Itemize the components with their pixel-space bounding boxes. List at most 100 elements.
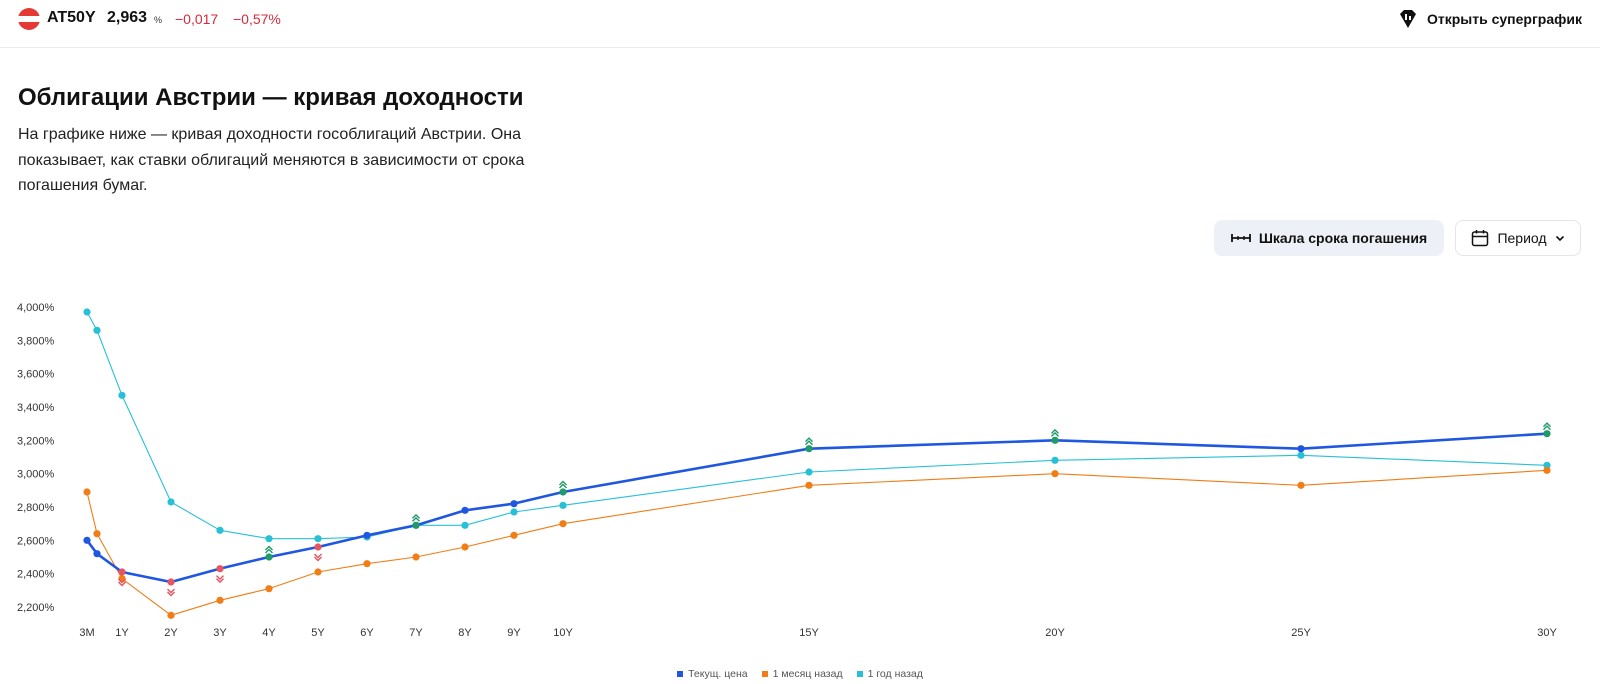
change-down-icon: [118, 581, 126, 587]
open-superchart-button[interactable]: Открыть суперграфик: [1397, 6, 1582, 32]
data-point-current: [1543, 430, 1551, 438]
y-tick-label: 2,800%: [17, 502, 55, 514]
data-point-current: [461, 506, 469, 514]
legend-item[interactable]: 1 месяц назад: [761, 666, 843, 682]
x-tick-label: 4Y: [262, 627, 276, 639]
x-tick-label: 3M: [79, 627, 94, 639]
series-line-current: [85, 432, 1549, 584]
change-up-icon: [1543, 425, 1551, 431]
change-up-icon: [559, 483, 567, 489]
data-point-current: [510, 500, 518, 508]
data-point-month: [559, 520, 567, 528]
maturity-scale-button[interactable]: Шкала срока погашения: [1214, 220, 1444, 256]
austria-flag-icon: [18, 8, 40, 30]
legend-swatch: [761, 671, 768, 677]
x-tick-label: 7Y: [409, 627, 423, 639]
data-point-month: [510, 531, 518, 539]
chart-legend: Текущ. цена 1 месяц назад 1 год назад: [0, 666, 1600, 682]
data-point-current: [265, 553, 273, 561]
x-tick-label: 10Y: [553, 627, 573, 639]
y-tick-label: 3,200%: [17, 435, 55, 447]
data-point-year: [83, 308, 91, 316]
data-point-year: [118, 391, 126, 399]
data-point-current: [118, 568, 126, 576]
data-point-year: [1297, 451, 1305, 459]
data-point-month: [167, 611, 175, 619]
yield-curve-chart: 2,200% 2,400% 2,600% 2,800% 3,000% 3,200% 3,40…: [17, 302, 1557, 639]
ticker-symbol[interactable]: AT50Y: [47, 9, 96, 26]
data-point-month: [412, 553, 420, 561]
legend-item[interactable]: 1 год назад: [856, 666, 923, 682]
data-point-month: [1051, 470, 1059, 478]
x-tick-label: 9Y: [507, 627, 521, 639]
change-up-icon: [412, 516, 420, 522]
data-point-month: [216, 596, 224, 604]
data-point-year: [216, 526, 224, 534]
ticker-price: 2,963: [107, 9, 148, 26]
change-down-icon: [118, 578, 126, 584]
data-point-current: [314, 543, 322, 551]
y-tick-label: 2,200%: [17, 602, 55, 614]
top-bar: AT50Y 2,963 % −0,017 −0,57% Открыть супе…: [0, 0, 1600, 48]
chevron-down-icon: [1555, 235, 1564, 242]
calendar-icon: [1472, 230, 1489, 247]
change-up-icon: [1051, 428, 1059, 434]
change-down-icon: [167, 591, 175, 597]
maturity-scale-label: Шкала срока погашения: [1258, 230, 1428, 246]
series-line-month: [86, 469, 1548, 616]
x-tick-label: 3Y: [213, 627, 227, 639]
data-point-current: [559, 488, 567, 496]
x-tick-label: 2Y: [164, 627, 178, 639]
change-up-icon: [265, 545, 273, 551]
x-tick-label: 20Y: [1045, 627, 1065, 639]
y-tick-label: 3,800%: [17, 335, 55, 347]
series-line-year: [86, 311, 1548, 540]
data-point-month: [265, 585, 273, 593]
change-up-icon: [1051, 431, 1059, 437]
x-tick-label: 6Y: [360, 627, 374, 639]
data-point-month: [93, 530, 101, 538]
data-point-year: [559, 501, 567, 509]
page-description: На графике ниже — кривая доходности госо…: [18, 126, 525, 194]
data-point-month: [1543, 466, 1551, 474]
ticker-change: −0,017: [175, 11, 219, 27]
data-point-current: [83, 536, 91, 544]
scale-icon: [1230, 234, 1251, 242]
data-point-year: [265, 535, 273, 543]
superchart-icon: [1399, 10, 1416, 28]
x-tick-label: 25Y: [1291, 627, 1311, 639]
y-tick-label: 3,400%: [17, 402, 55, 414]
change-down-icon: [167, 588, 175, 594]
x-tick-label: 8Y: [458, 627, 472, 639]
change-up-icon: [265, 548, 273, 554]
data-point-year: [314, 535, 322, 543]
y-tick-label: 3,600%: [17, 369, 55, 381]
x-tick-label: 15Y: [799, 627, 819, 639]
period-label: Период: [1497, 230, 1547, 246]
change-up-icon: [1543, 422, 1551, 428]
legend-item[interactable]: Текущ. цена: [677, 666, 748, 682]
data-point-year: [510, 508, 518, 516]
y-tick-label: 2,600%: [17, 535, 55, 547]
data-point-current: [363, 531, 371, 539]
ticker-price-unit: %: [154, 15, 163, 25]
data-point-month: [461, 543, 469, 551]
change-down-icon: [216, 575, 224, 581]
y-tick-label: 3,000%: [17, 469, 55, 481]
x-tick-label: 1Y: [115, 627, 129, 639]
data-point-month: [805, 481, 813, 489]
data-point-current: [805, 445, 813, 453]
legend-label: 1 год назад: [867, 668, 923, 680]
data-point-month: [118, 575, 126, 583]
page-title: Облигации Австрии — кривая доходности: [18, 84, 524, 111]
data-point-month: [363, 560, 371, 568]
period-dropdown[interactable]: Период: [1455, 220, 1581, 256]
data-point-month: [83, 488, 91, 496]
legend-label: Текущ. цена: [688, 668, 748, 680]
data-point-year: [805, 468, 813, 476]
legend-swatch: [856, 671, 863, 677]
data-point-current: [1051, 436, 1059, 444]
data-point-month: [1297, 481, 1305, 489]
change-up-icon: [559, 480, 567, 486]
x-tick-label: 30Y: [1537, 627, 1557, 639]
